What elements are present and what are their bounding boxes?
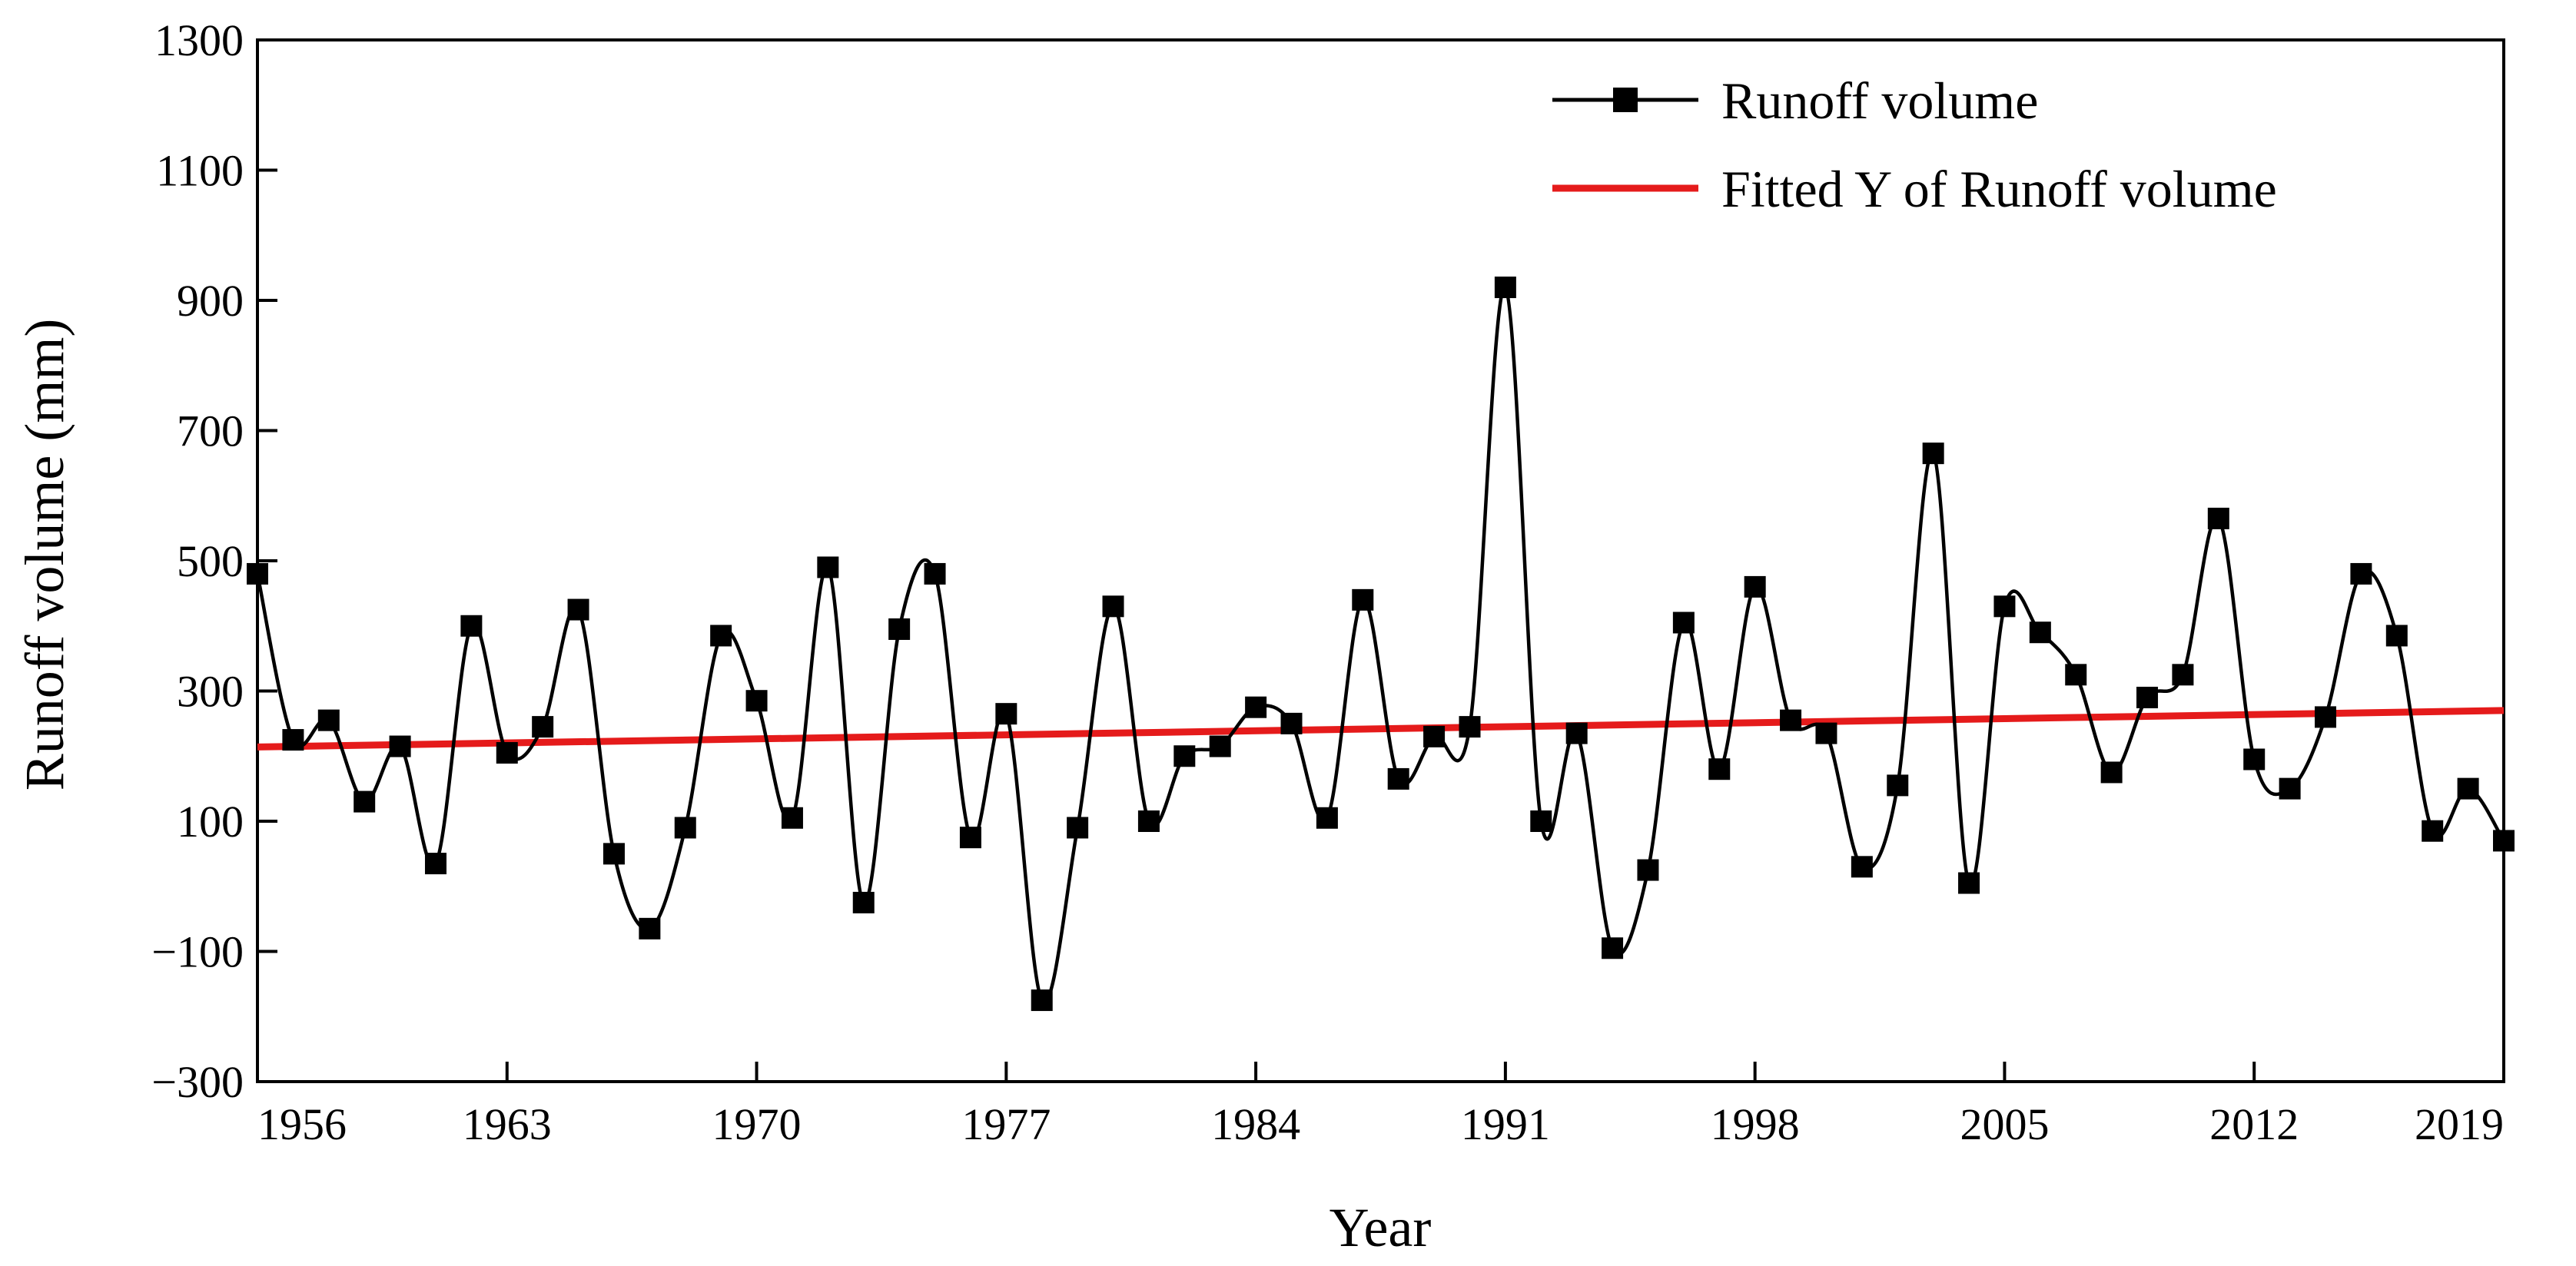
runoff-point <box>460 615 483 637</box>
runoff-point <box>1672 611 1695 634</box>
runoff-point <box>1137 810 1160 832</box>
runoff-point <box>1637 859 1659 881</box>
y-tick-label: 500 <box>177 536 244 586</box>
runoff-point <box>603 843 625 865</box>
runoff-point <box>995 703 1017 725</box>
runoff-point <box>817 556 839 578</box>
runoff-point <box>424 853 446 875</box>
y-tick-label: −100 <box>151 927 244 977</box>
runoff-point <box>282 729 304 751</box>
runoff-point <box>1602 937 1624 959</box>
runoff-point <box>1352 588 1374 611</box>
x-tick-label: 2005 <box>1960 1099 2049 1149</box>
runoff-point <box>2136 686 2159 708</box>
runoff-point <box>2315 706 2337 728</box>
x-tick-label: 1956 <box>257 1099 347 1149</box>
runoff-point <box>496 742 518 764</box>
runoff-point <box>639 917 661 940</box>
x-tick-label: 2019 <box>2415 1099 2504 1149</box>
runoff-point <box>2422 820 2444 842</box>
runoff-point <box>1851 856 1873 878</box>
legend: Runoff volume Fitted Y of Runoff volume <box>1552 71 2277 218</box>
runoff-point <box>1102 595 1124 618</box>
runoff-point <box>1494 277 1516 299</box>
runoff-point <box>1993 595 2016 618</box>
y-tick-label: 100 <box>177 797 244 847</box>
runoff-point <box>2065 664 2087 686</box>
runoff-point <box>247 562 268 585</box>
x-axis-title: Year <box>1329 1197 1432 1258</box>
runoff-point <box>959 827 981 849</box>
runoff-point <box>2172 664 2194 686</box>
x-tick-label: 2012 <box>2209 1099 2299 1149</box>
runoff-point <box>1209 735 1231 757</box>
runoff-point <box>2243 748 2266 771</box>
runoff-point <box>1958 872 1980 894</box>
y-axis-title: Runoff volume (mm) <box>14 319 75 791</box>
runoff-point <box>389 735 411 757</box>
runoff-point <box>1245 696 1267 718</box>
x-tick-label: 1970 <box>712 1099 802 1149</box>
runoff-point <box>2207 507 2229 529</box>
runoff-point <box>2279 777 2301 800</box>
legend-marker-runoff <box>1613 88 1638 112</box>
x-tick-label: 1984 <box>1211 1099 1300 1149</box>
axes: −300 −100 100 300 500 700 900 1100 1300 1956 1963 1… <box>151 15 2505 1149</box>
runoff-point <box>1423 725 1446 747</box>
runoff-point <box>2100 761 2123 784</box>
runoff-point <box>532 716 554 738</box>
runoff-point <box>354 790 376 813</box>
runoff-point <box>1744 575 1766 598</box>
runoff-point <box>317 709 340 731</box>
y-tick-label: −300 <box>151 1057 244 1107</box>
y-tick-label: 1300 <box>154 15 244 65</box>
runoff-point <box>1815 722 1837 744</box>
runoff-point <box>1780 709 1802 731</box>
runoff-point <box>1173 745 1196 767</box>
x-tick-label: 1991 <box>1461 1099 1550 1149</box>
y-tick-label: 700 <box>177 406 244 456</box>
runoff-point <box>1530 810 1552 832</box>
runoff-point <box>674 817 696 839</box>
runoff-point <box>1922 442 1944 465</box>
runoff-point <box>1887 774 1909 797</box>
runoff-point <box>2457 777 2479 800</box>
x-tick-label: 1963 <box>463 1099 552 1149</box>
fitted-line <box>257 707 2505 751</box>
runoff-point <box>888 618 911 640</box>
x-tick-label: 1998 <box>1711 1099 1800 1149</box>
legend-label-fitted: Fitted Y of Runoff volume <box>1721 160 2277 218</box>
runoff-point <box>781 807 803 829</box>
runoff-point <box>1280 712 1303 734</box>
y-tick-label: 1100 <box>156 146 244 196</box>
runoff-point <box>2493 830 2515 852</box>
runoff-point <box>2385 625 2408 647</box>
runoff-point <box>2029 621 2051 644</box>
runoff-point <box>1565 722 1588 744</box>
runoff-point <box>1067 817 1089 839</box>
runoff-point <box>1031 989 1053 1012</box>
runoff-point <box>710 625 732 647</box>
y-tick-label: 900 <box>177 276 244 326</box>
runoff-point <box>567 598 589 621</box>
legend-label-runoff: Runoff volume <box>1721 71 2038 130</box>
runoff-point <box>745 690 768 712</box>
series-layer <box>247 277 2515 1012</box>
runoff-point <box>924 562 946 585</box>
x-tick-label: 1977 <box>961 1099 1051 1149</box>
runoff-line <box>257 285 2504 1004</box>
runoff-point <box>852 891 875 913</box>
runoff-point <box>1316 807 1338 829</box>
runoff-point <box>2350 562 2372 585</box>
y-tick-label: 300 <box>177 667 244 717</box>
runoff-point <box>1387 767 1409 790</box>
runoff-point <box>1708 758 1731 780</box>
runoff-point <box>1459 716 1481 738</box>
